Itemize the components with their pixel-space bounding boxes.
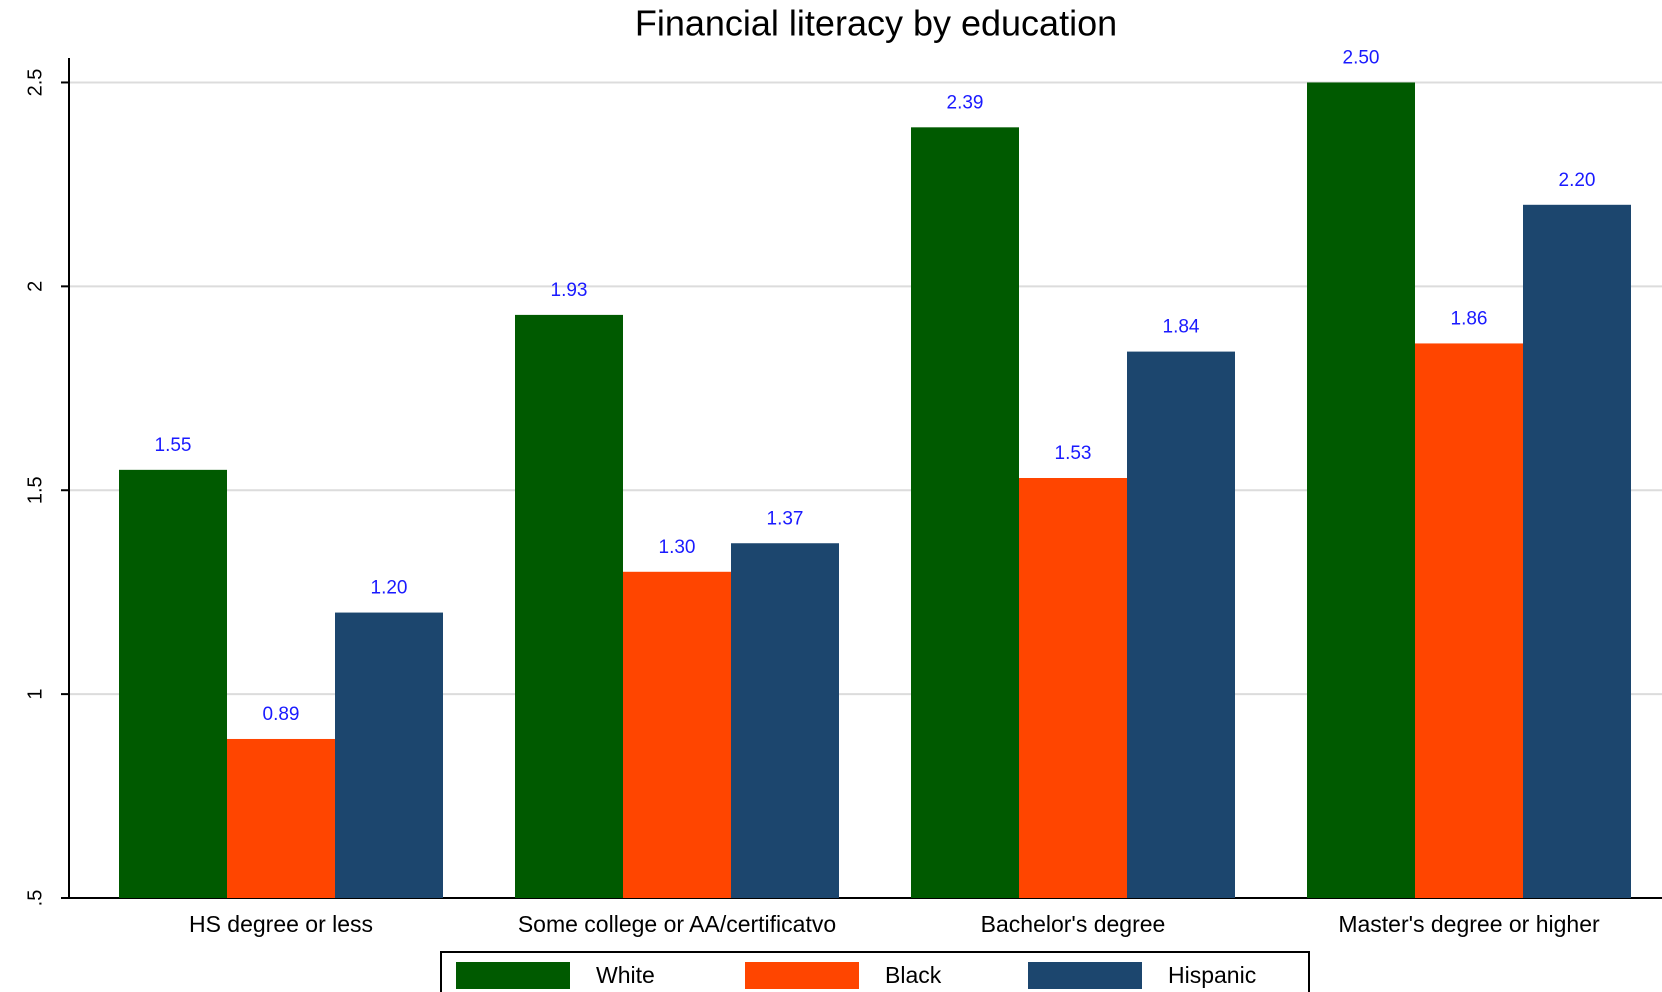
legend-box <box>440 951 1310 992</box>
bar <box>335 612 443 898</box>
legend-label: White <box>596 962 655 988</box>
y-tick-label: 2 <box>24 281 46 292</box>
value-label: 0.89 <box>263 704 300 725</box>
bar <box>119 469 227 898</box>
x-tick-label: Bachelor's degree <box>981 911 1166 937</box>
bar <box>1307 82 1415 899</box>
value-label: 1.53 <box>1055 443 1092 464</box>
y-tick-label: 1.5 <box>24 476 46 504</box>
bar <box>227 738 335 898</box>
value-label: 1.86 <box>1451 308 1488 329</box>
value-label: 1.84 <box>1163 317 1200 338</box>
value-label: 2.20 <box>1559 170 1596 191</box>
value-label: 2.39 <box>947 92 984 113</box>
value-label: 1.30 <box>659 537 696 558</box>
legend-swatch <box>1028 962 1142 989</box>
value-label: 1.93 <box>551 280 588 301</box>
x-tick-label: Master's degree or higher <box>1338 911 1600 937</box>
bar <box>1019 478 1127 898</box>
value-label: 1.55 <box>155 435 192 456</box>
legend-label: Black <box>885 962 942 988</box>
legend-swatch <box>745 962 859 989</box>
bar <box>515 314 623 899</box>
bar <box>1523 204 1631 898</box>
legend-label: Hispanic <box>1168 962 1256 988</box>
x-tick-label: HS degree or less <box>189 911 373 937</box>
bar <box>1415 343 1523 898</box>
bar <box>1127 351 1235 898</box>
y-tick-label: .5 <box>24 890 46 907</box>
legend-swatch <box>456 962 570 989</box>
x-tick-label: Some college or AA/certificatvo <box>518 911 836 937</box>
bar <box>731 543 839 898</box>
value-label: 1.20 <box>371 578 408 599</box>
y-tick-label: 2.5 <box>24 69 46 97</box>
bar <box>623 571 731 898</box>
y-tick-label: 1 <box>24 689 46 700</box>
bar <box>911 127 1019 899</box>
chart-title: Financial literacy by education <box>635 3 1117 44</box>
value-label: 1.37 <box>767 508 804 529</box>
value-label: 2.50 <box>1343 47 1380 68</box>
